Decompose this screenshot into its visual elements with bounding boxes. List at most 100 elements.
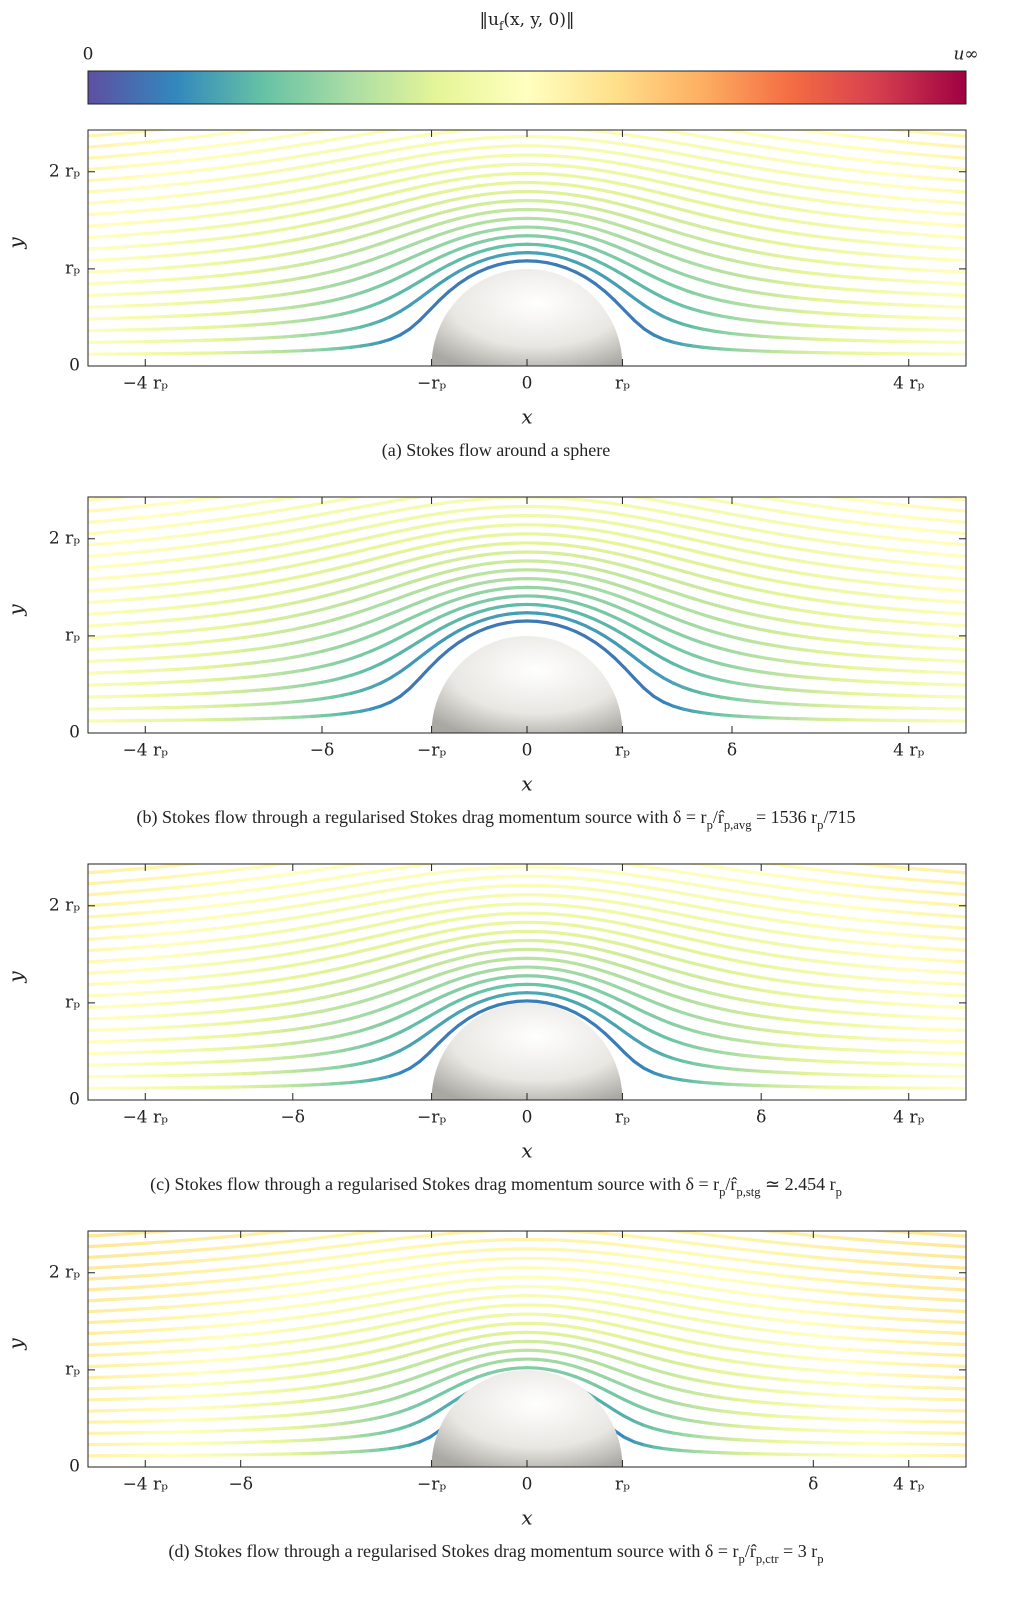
streamline — [712, 117, 722, 118]
streamline — [117, 463, 127, 464]
streamline — [771, 477, 781, 478]
streamline — [722, 36, 732, 37]
streamline — [605, 122, 615, 123]
streamline — [137, 109, 147, 110]
streamline — [654, 410, 664, 411]
streamline — [273, 413, 283, 414]
streamline — [605, 613, 615, 617]
streamline — [956, 113, 966, 114]
streamline — [342, 466, 352, 467]
streamline — [664, 40, 674, 41]
streamline — [771, 413, 781, 414]
streamline — [595, 284, 605, 292]
streamline — [654, 672, 664, 678]
streamline — [410, 106, 420, 107]
streamline — [449, 415, 459, 416]
streamline — [722, 480, 732, 482]
streamline — [351, 465, 361, 466]
streamline — [361, 393, 371, 394]
streamline — [478, 110, 488, 111]
streamline — [790, 117, 800, 118]
streamline — [605, 636, 615, 642]
streamline — [400, 665, 410, 672]
streamline — [98, 465, 108, 466]
streamline — [225, 46, 235, 47]
streamline — [761, 124, 771, 125]
streamline — [703, 415, 713, 416]
streamline — [605, 483, 615, 484]
y-tick-label: rₚ — [65, 625, 80, 645]
streamline — [693, 33, 703, 34]
y-tick-label: 0 — [69, 723, 80, 743]
streamline — [956, 237, 966, 238]
streamline — [147, 449, 157, 450]
streamline — [234, 120, 244, 121]
streamline — [732, 47, 742, 48]
streamline — [859, 489, 869, 490]
streamline — [410, 477, 420, 478]
streamline — [468, 423, 478, 424]
streamline — [654, 490, 664, 492]
streamline — [956, 146, 966, 147]
streamline — [595, 492, 605, 493]
streamline — [751, 59, 761, 60]
streamline — [342, 425, 352, 426]
streamline — [566, 110, 576, 111]
streamline — [322, 46, 332, 47]
streamline — [956, 590, 966, 591]
y-tick-label: 0 — [69, 356, 80, 376]
streamline — [615, 397, 625, 398]
streamline — [907, 450, 917, 451]
streamline — [283, 113, 293, 114]
streamline — [371, 664, 381, 668]
streamline — [322, 66, 332, 67]
streamline — [849, 444, 859, 445]
streamline — [205, 411, 215, 412]
streamline — [829, 58, 839, 59]
streamline — [244, 406, 254, 407]
streamline — [390, 29, 400, 30]
streamline — [459, 63, 469, 64]
streamline — [722, 448, 732, 449]
streamline — [459, 491, 469, 492]
streamline — [888, 107, 898, 108]
streamline — [410, 641, 420, 647]
streamline — [898, 460, 908, 461]
streamline — [351, 394, 361, 395]
streamline — [781, 414, 791, 415]
streamline — [117, 474, 127, 475]
streamline — [927, 122, 937, 123]
streamline — [829, 442, 839, 443]
streamline — [156, 64, 166, 65]
streamline — [654, 637, 664, 642]
streamline — [264, 425, 274, 426]
streamline — [117, 452, 127, 453]
streamline — [907, 55, 917, 56]
streamline — [917, 440, 927, 441]
streamline — [956, 169, 966, 170]
streamline — [878, 480, 888, 481]
streamline — [420, 466, 430, 467]
streamline — [849, 412, 859, 413]
streamline — [693, 53, 703, 54]
streamline — [420, 276, 430, 282]
streamline — [888, 64, 898, 65]
streamline — [381, 401, 391, 402]
streamline — [888, 427, 898, 428]
streamline — [625, 291, 635, 298]
streamline — [644, 439, 654, 440]
streamline — [712, 406, 722, 407]
streamline — [390, 108, 400, 109]
streamline — [888, 492, 898, 493]
streamline — [244, 55, 254, 56]
streamline — [390, 470, 400, 471]
streamline — [810, 461, 820, 462]
streamline — [956, 191, 966, 192]
streamline — [351, 124, 361, 126]
streamline — [625, 650, 635, 657]
streamline — [225, 495, 235, 496]
streamline — [615, 55, 625, 56]
streamline — [927, 452, 937, 453]
streamline — [137, 66, 147, 67]
streamline — [956, 466, 966, 467]
